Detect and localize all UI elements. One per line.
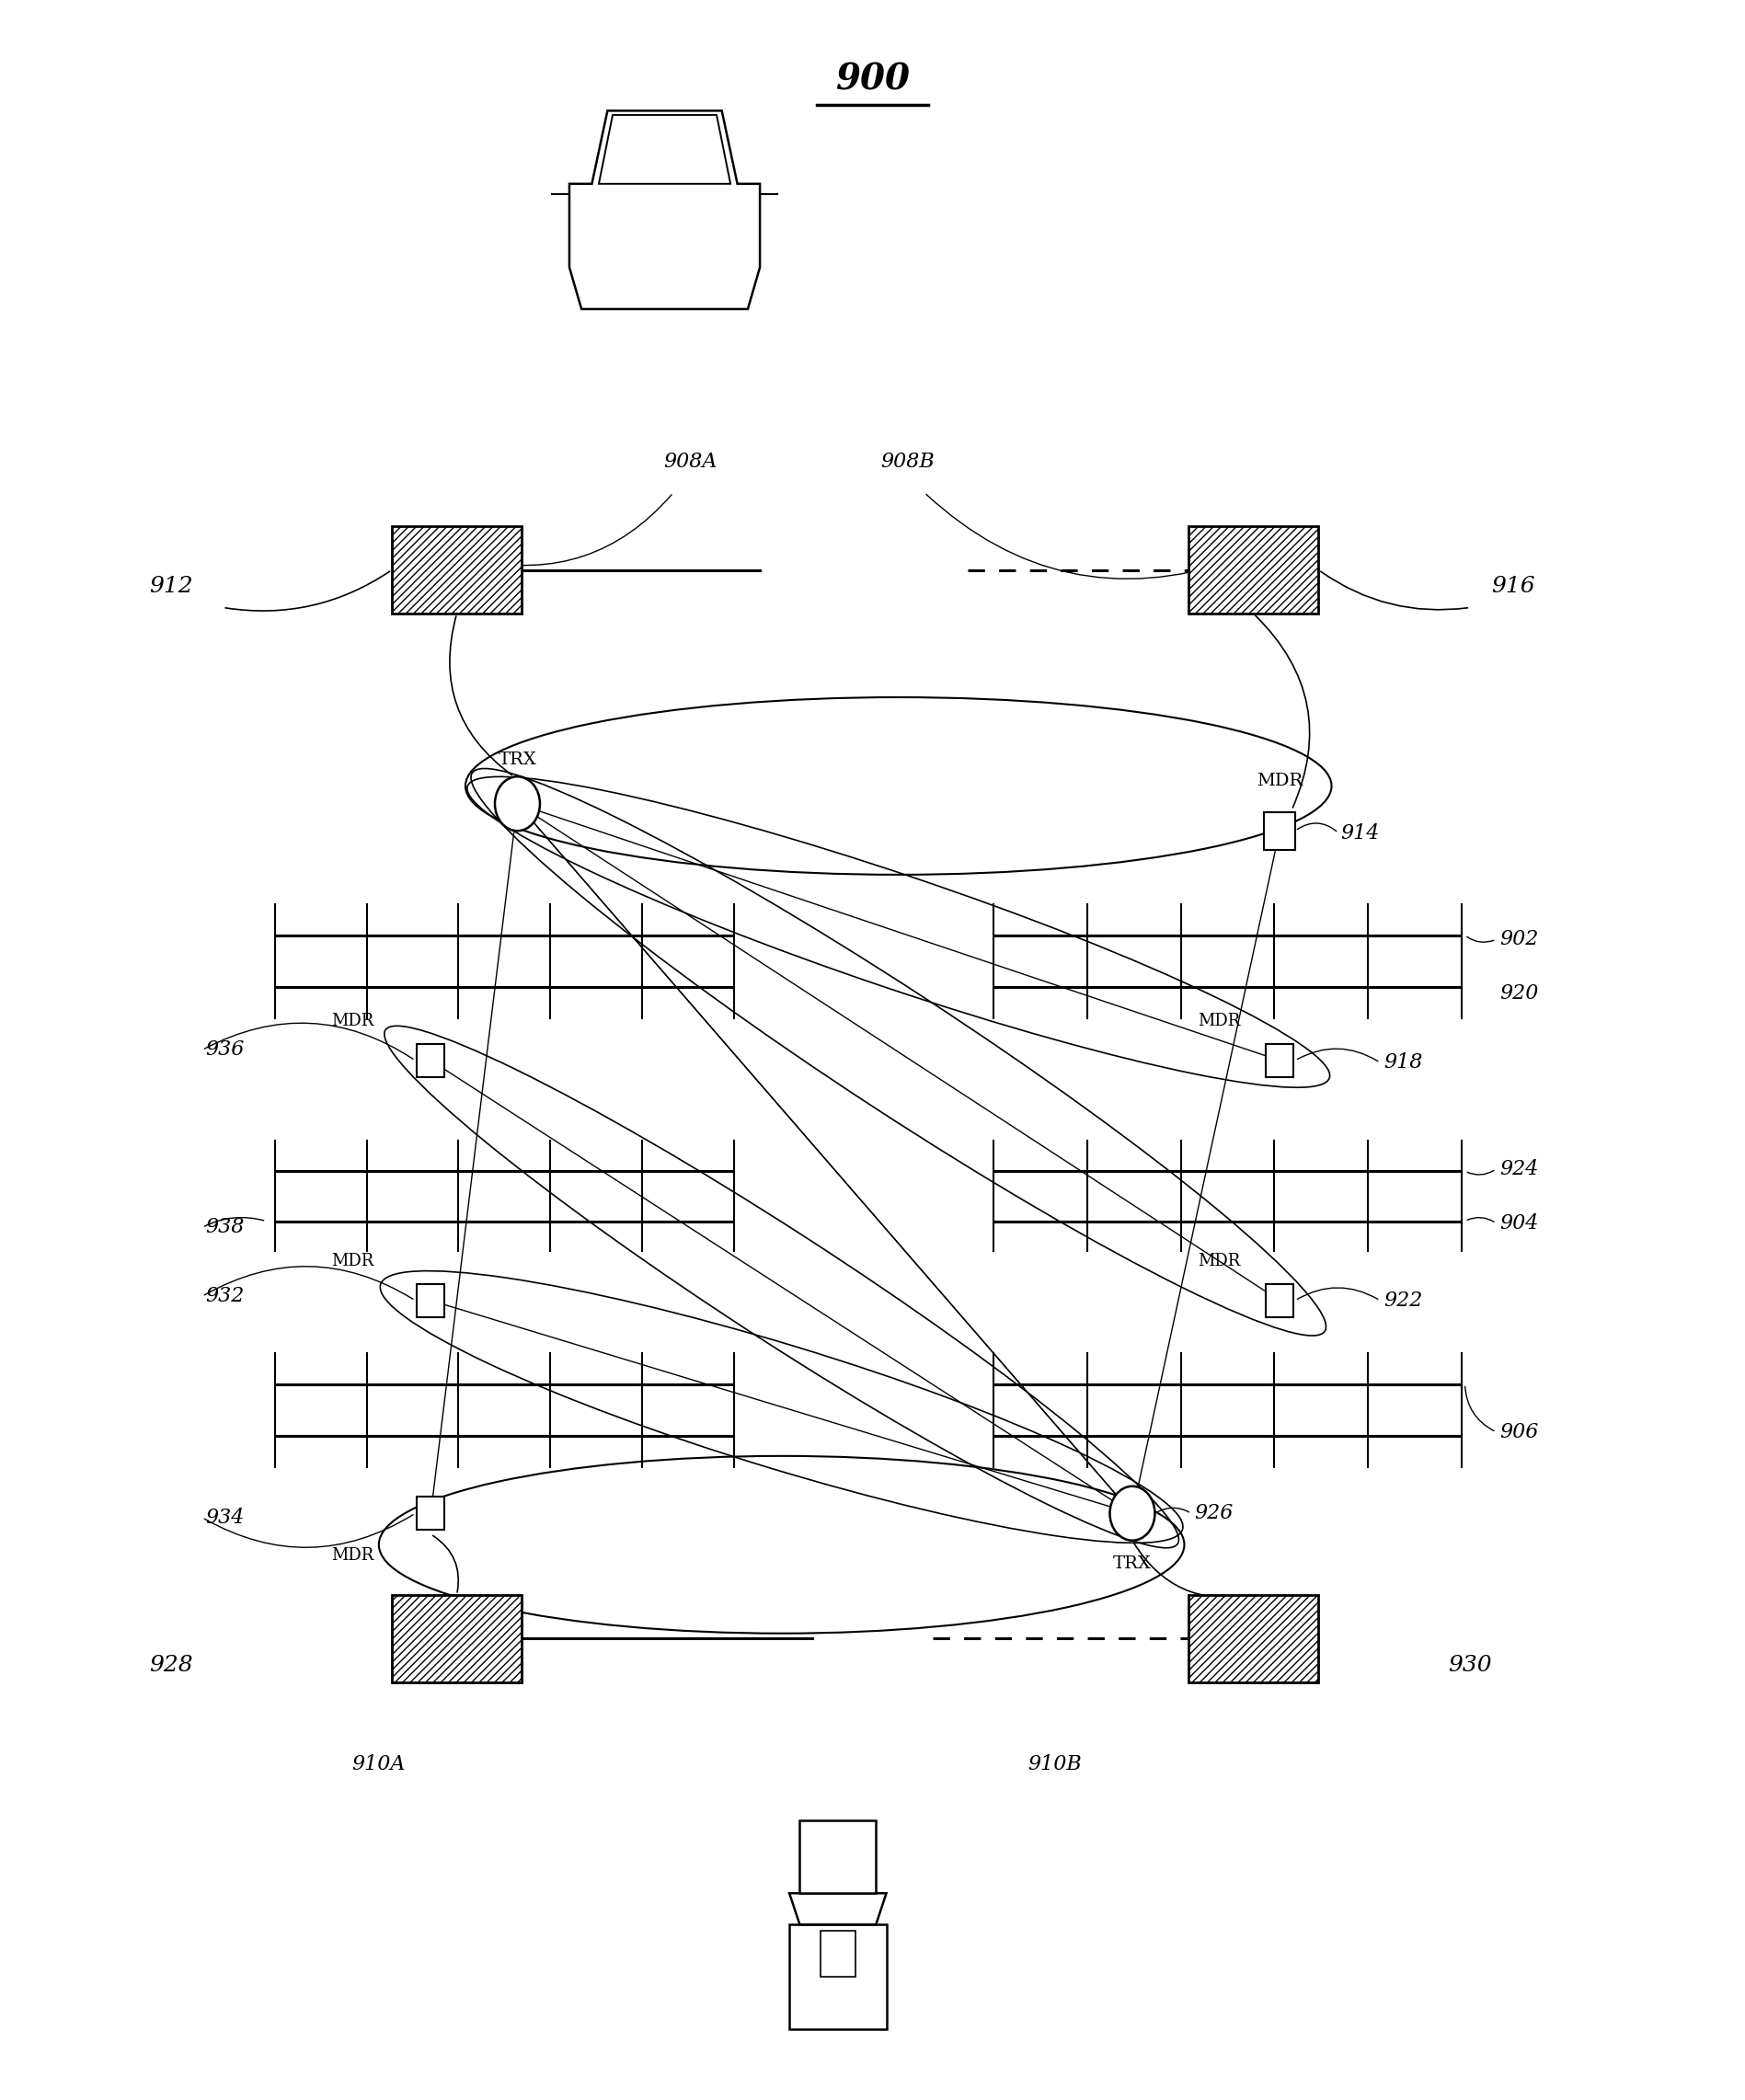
Text: TRX: TRX — [1113, 1556, 1152, 1571]
Text: 908A: 908A — [663, 451, 717, 472]
Text: 918: 918 — [1384, 1052, 1422, 1073]
Text: TRX: TRX — [497, 752, 537, 769]
Bar — [1265, 1044, 1293, 1077]
Polygon shape — [789, 1894, 886, 1924]
Text: 910B: 910B — [1028, 1753, 1082, 1774]
Polygon shape — [569, 111, 759, 309]
Text: MDR: MDR — [332, 1252, 373, 1268]
Text: 912: 912 — [148, 575, 194, 596]
Text: MDR: MDR — [1197, 1012, 1241, 1029]
Text: 930: 930 — [1448, 1655, 1492, 1676]
Text: 936: 936 — [206, 1040, 244, 1060]
Bar — [393, 527, 522, 613]
Text: 934: 934 — [206, 1508, 244, 1527]
Text: 910A: 910A — [352, 1753, 407, 1774]
Text: 900: 900 — [836, 63, 909, 97]
Text: 928: 928 — [148, 1655, 194, 1676]
Bar — [1265, 1283, 1293, 1317]
Circle shape — [496, 777, 539, 832]
Bar — [417, 1497, 445, 1531]
Bar — [1188, 527, 1319, 613]
Text: 904: 904 — [1499, 1214, 1539, 1233]
Text: 914: 914 — [1340, 823, 1379, 842]
Circle shape — [1110, 1487, 1155, 1541]
Text: MDR: MDR — [1256, 773, 1304, 790]
Text: MDR: MDR — [332, 1548, 373, 1562]
Polygon shape — [599, 115, 731, 185]
Polygon shape — [789, 1924, 886, 2029]
Text: 932: 932 — [206, 1285, 244, 1306]
Bar — [1188, 1594, 1319, 1682]
Text: MDR: MDR — [332, 1012, 373, 1029]
Text: 920: 920 — [1499, 983, 1539, 1004]
Bar — [417, 1044, 445, 1077]
Bar — [799, 1821, 876, 1894]
Text: 908B: 908B — [879, 451, 934, 472]
Bar — [820, 1930, 855, 1976]
Text: 916: 916 — [1492, 575, 1536, 596]
Text: 924: 924 — [1499, 1159, 1539, 1178]
Bar — [1263, 813, 1295, 851]
Text: 922: 922 — [1384, 1289, 1422, 1310]
Text: 906: 906 — [1499, 1422, 1539, 1443]
Bar — [417, 1283, 445, 1317]
Text: MDR: MDR — [1197, 1252, 1241, 1268]
Text: 926: 926 — [1195, 1504, 1234, 1522]
Text: 902: 902 — [1499, 930, 1539, 949]
Text: 938: 938 — [206, 1218, 244, 1237]
Bar — [393, 1594, 522, 1682]
